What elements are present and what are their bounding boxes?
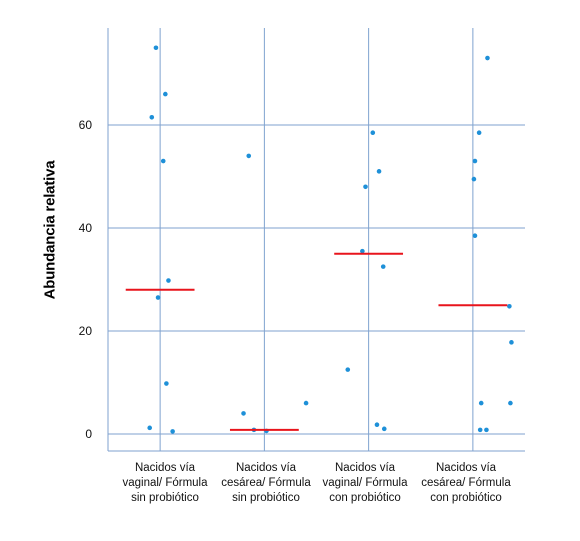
data-point <box>477 427 483 433</box>
data-point <box>472 233 478 239</box>
data-point <box>507 303 512 309</box>
data-point <box>381 426 387 432</box>
y-tick-label: 40 <box>79 221 93 235</box>
data-point <box>166 278 171 283</box>
data-point <box>163 91 168 97</box>
data-point <box>485 55 490 61</box>
data-point <box>484 427 489 433</box>
data-point <box>471 176 477 182</box>
data-point <box>246 153 252 159</box>
data-point <box>149 114 155 120</box>
data-point <box>508 400 513 406</box>
data-point <box>303 400 309 406</box>
data-point <box>164 381 169 386</box>
data-point <box>160 158 166 164</box>
data-point <box>476 130 482 136</box>
y-axis-label: Abundancia relativa <box>41 160 59 300</box>
data-point <box>360 248 365 254</box>
data-point <box>155 295 161 300</box>
data-point <box>374 422 380 428</box>
x-category-label: Nacidos vía cesárea/ Fórmula sin probiót… <box>221 462 311 504</box>
data-point <box>363 184 368 190</box>
data-point <box>478 400 484 406</box>
data-point <box>376 169 382 174</box>
y-tick-label: 0 <box>85 427 92 441</box>
data-point <box>345 367 351 372</box>
x-category-label: Nacidos vía vaginal/ Fórmula con probiót… <box>322 462 408 504</box>
x-category-label: Nacidos vía cesárea/ Fórmula con probiót… <box>421 462 511 504</box>
y-tick-label: 60 <box>79 118 93 132</box>
data-point <box>509 340 514 345</box>
data-point <box>241 411 246 416</box>
data-point <box>380 264 386 269</box>
data-point <box>153 45 159 51</box>
data-point <box>170 429 175 434</box>
data-point <box>370 130 376 136</box>
y-tick-label: 20 <box>79 324 93 338</box>
data-point <box>472 158 478 164</box>
x-category-label: Nacidos vía vaginal/ Fórmula sin probiót… <box>122 462 208 504</box>
data-point <box>147 425 152 431</box>
